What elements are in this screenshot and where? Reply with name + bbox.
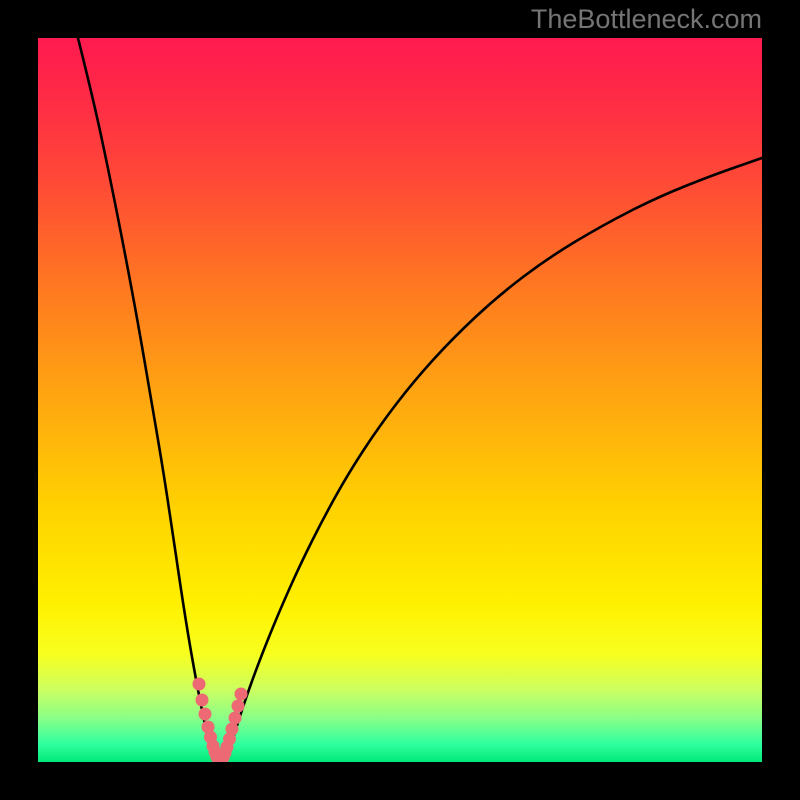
curve-path [78, 38, 762, 761]
bottleneck-curve [38, 38, 762, 762]
plot-frame [38, 38, 762, 762]
watermark-label: TheBottleneck.com [531, 4, 762, 35]
curve-highlight-dots [193, 678, 248, 763]
chart-root: TheBottleneck.com [0, 0, 800, 800]
